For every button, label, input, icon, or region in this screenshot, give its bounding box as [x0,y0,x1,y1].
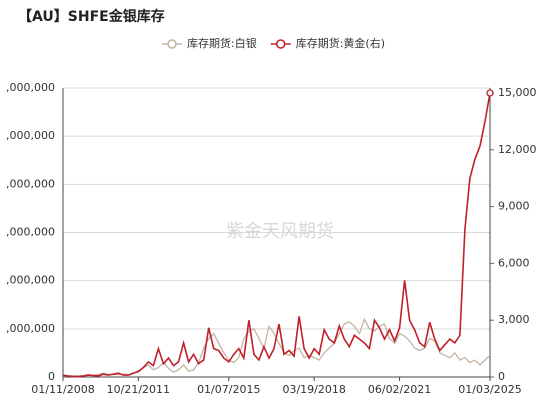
y2-tick-label: 0 [498,370,505,383]
y-tick-label: ,000,000 [6,177,55,190]
y2-tick-label: 15,000 [498,86,537,99]
x-tick-label: 10/21/2011 [107,383,170,396]
chart-title: 【AU】SHFE金银库存 [18,8,165,25]
x-tick-label: 06/02/2021 [368,383,431,396]
series-line [62,317,491,377]
y2-tick-label: 6,000 [498,256,530,269]
y2-tick-label: 9,000 [498,200,530,213]
legend-label: 库存期货:白银 [187,36,257,50]
x-tick-label: 01/07/2015 [197,383,260,396]
legend-marker [275,39,286,49]
series-line [62,92,491,378]
x-tick-label: 03/19/2018 [282,383,345,396]
legend-marker [167,39,177,49]
y-tick-label: ,000,000 [6,81,55,94]
x-tick-label: 01/11/2008 [31,383,94,396]
watermark: 紫金天风期货 [226,221,334,242]
y-tick-label: 0 [48,370,55,383]
y-tick-label: ,000,000 [6,274,55,287]
y2-tick-label: 3,000 [498,313,530,326]
y-tick-label: ,000,000 [6,226,55,239]
end-marker [486,89,494,97]
legend-label: 库存期货:黄金(右) [296,36,385,50]
x-tick-label: 01/03/2025 [458,383,521,396]
y-tick-label: ,000,000 [6,129,55,142]
y-tick-label: ,000,000 [6,322,55,335]
y2-tick-label: 12,000 [498,143,537,156]
